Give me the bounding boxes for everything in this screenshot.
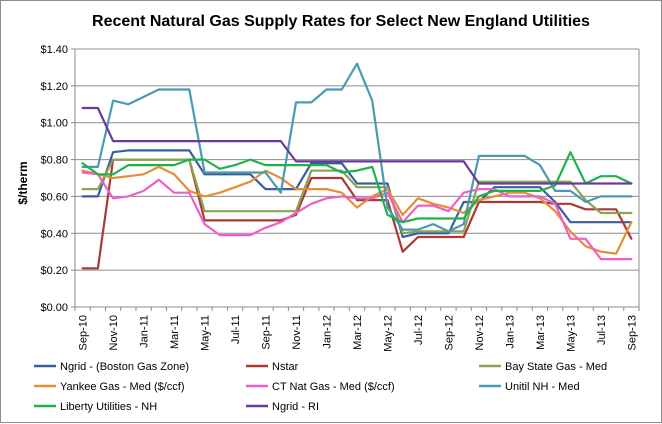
x-tick-label: Jul-11 (230, 315, 242, 344)
y-tick-label: $0.60 (40, 191, 68, 203)
legend-item-6: Liberty Utilities - NH (34, 401, 157, 413)
legend-item-4: CT Nat Gas - Med ($/ccf) (246, 381, 395, 393)
x-tick-label: Sep-13 (626, 315, 638, 350)
x-tick-label: Mar-13 (535, 315, 547, 350)
legend-item-3: Yankee Gas - Med ($/ccf) (34, 381, 185, 393)
legend-label: Yankee Gas - Med ($/ccf) (60, 381, 185, 393)
x-tick-label: Sep-12 (443, 315, 455, 350)
x-tick-label: Nov-11 (291, 315, 303, 350)
y-tick-label: $0.40 (40, 228, 68, 240)
x-axis-ticks: Sep-10 Nov-10 Jan-11 Mar-11 May-11 Jul-11 Sep-… (74, 307, 640, 352)
x-tick-label: Sep-10 (78, 315, 90, 350)
legend-label: Ngrid - RI (272, 401, 319, 413)
y-tick-label: $1.20 (40, 81, 68, 93)
legend-label: Unitil NH - Med (505, 381, 580, 393)
x-tick-label: Jan-13 (504, 315, 516, 349)
y-tick-label: $0.00 (40, 302, 68, 314)
x-tick-label: Mar-11 (169, 315, 181, 349)
legend-label: Liberty Utilities - NH (60, 401, 157, 413)
series-line-4 (81, 171, 633, 261)
x-tick-label: May-13 (565, 315, 577, 352)
x-tick-label: Nov-12 (474, 315, 486, 350)
legend-label: Bay State Gas - Med (505, 361, 607, 373)
x-tick-label: Nov-10 (108, 315, 120, 350)
legend-item-0: Ngrid - (Boston Gas Zone) (34, 361, 189, 373)
x-tick-label: Jan-11 (139, 315, 151, 348)
x-tick-label: Jul-12 (413, 315, 425, 345)
legend: Ngrid - (Boston Gas Zone) Nstar Bay State … (34, 361, 607, 413)
series-line-1 (81, 158, 633, 270)
legend-item-2: Bay State Gas - Med (479, 361, 607, 373)
series-line-5 (81, 62, 633, 233)
y-tick-label: $1.00 (40, 118, 68, 130)
x-tick-label: May-12 (382, 315, 394, 352)
legend-item-5: Unitil NH - Med (479, 381, 580, 393)
gridlines (74, 48, 640, 308)
series-line-6 (81, 151, 633, 224)
legend-item-7: Ngrid - RI (246, 401, 319, 413)
legend-label: Ngrid - (Boston Gas Zone) (60, 361, 189, 373)
y-tick-label: $0.80 (40, 155, 68, 167)
y-axis-label: $/therm (16, 161, 30, 204)
legend-item-1: Nstar (246, 361, 299, 373)
y-axis-ticks: $0.00 $0.20 $0.40 $0.60 $0.80 $1.00 $1.20 $1.40 (40, 44, 75, 314)
series-line-3 (81, 165, 633, 255)
series-lines (81, 62, 633, 270)
x-tick-label: Jan-12 (322, 315, 334, 349)
x-tick-label: Sep-11 (261, 315, 273, 350)
y-tick-label: $1.40 (40, 44, 68, 56)
legend-label: Nstar (272, 361, 299, 373)
legend-label: CT Nat Gas - Med ($/ccf) (272, 381, 395, 393)
y-tick-label: $0.20 (40, 265, 68, 277)
series-line-2 (81, 158, 633, 235)
x-tick-label: May-11 (200, 315, 212, 351)
x-tick-label: Mar-12 (352, 315, 364, 350)
series-line-7 (81, 106, 633, 185)
x-tick-label: Jul-13 (596, 315, 608, 345)
series-line-0 (81, 149, 633, 239)
chart-title: Recent Natural Gas Supply Rates for Sele… (92, 13, 590, 30)
